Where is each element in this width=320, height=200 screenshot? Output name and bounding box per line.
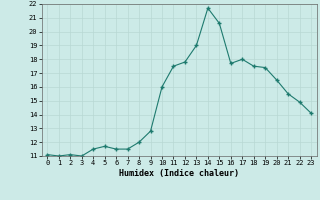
X-axis label: Humidex (Indice chaleur): Humidex (Indice chaleur) xyxy=(119,169,239,178)
